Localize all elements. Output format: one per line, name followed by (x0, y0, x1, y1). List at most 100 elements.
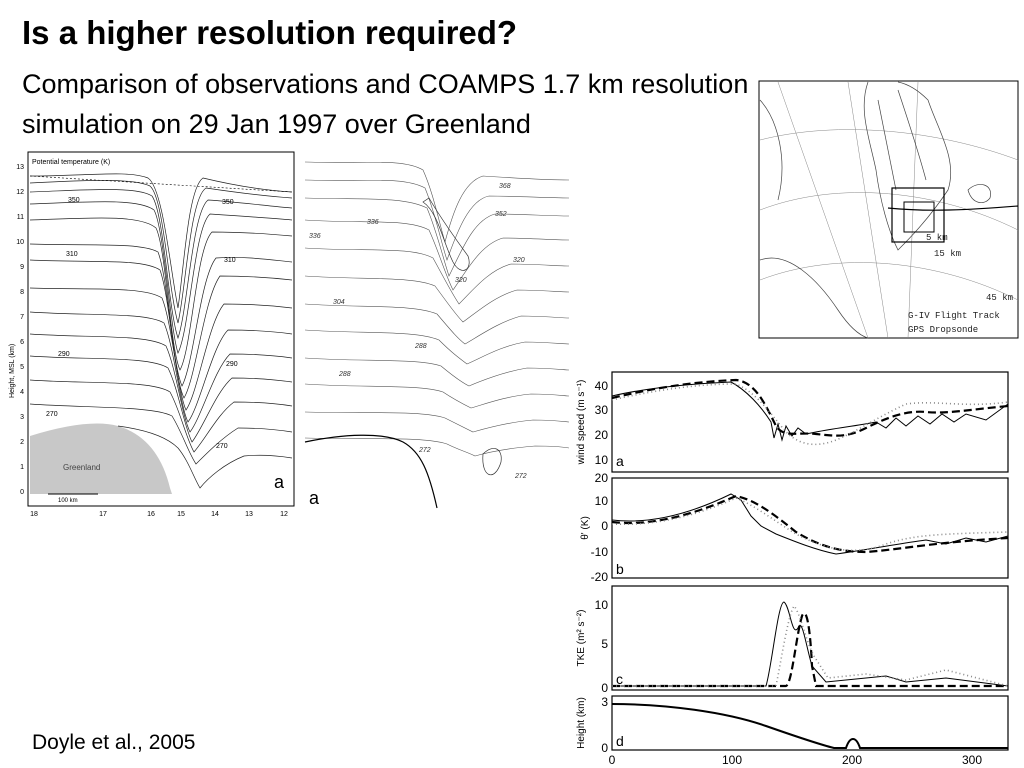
panel-a-ytick: 20 (595, 428, 609, 442)
panel-frame-c (611, 585, 1009, 691)
greenland-terrain (30, 423, 172, 494)
panel-b-ytick: 20 (595, 471, 609, 485)
panel-b-ytick: 10 (595, 494, 609, 508)
panel-a-ytick: 30 (595, 403, 609, 417)
panel-label: a (274, 472, 285, 492)
cs-left-contour-label: 290 (226, 361, 238, 368)
terrain-label: Greenland (63, 463, 100, 472)
domain-box-inner (903, 201, 935, 233)
panel-d-height-series (611, 703, 1008, 749)
cs-left-xtick: 14 (211, 511, 219, 518)
cs-left-contour-label: 310 (66, 251, 78, 258)
cs-left-xtick: 16 (147, 511, 155, 518)
cs-left-xtick: 13 (245, 511, 253, 518)
scalebar-label: 100 km (58, 498, 78, 504)
cs-left-ytick: 6 (20, 339, 24, 346)
slide-title: Is a higher resolution required? (22, 14, 518, 51)
cross-section-left-figure: Potential temperature (K) Height, MSL (k… (8, 148, 296, 520)
panel-b-obs-series (611, 493, 1009, 555)
map-legend-dropsonde: GPS Dropsonde (908, 325, 978, 335)
map-graticule (759, 81, 1019, 339)
panel-d-ytick: 3 (601, 695, 608, 709)
cs-right-contour-label: 320 (513, 257, 525, 264)
panel-a-ytick: 10 (595, 453, 609, 467)
cs-right-contour-label: 368 (499, 183, 511, 190)
cs-left-ytick: 10 (16, 239, 24, 246)
panel-c-ytick: 10 (595, 598, 609, 612)
panel-d-ytick: 0 (601, 741, 608, 755)
cs-left-ytick: 4 (20, 389, 24, 396)
cs-right-contour-label: 272 (418, 447, 431, 454)
map-coastlines (759, 81, 991, 339)
panel-c-obs-series (612, 601, 1009, 687)
cs-right-terrain (304, 434, 438, 509)
timeseries-xtick: 300 (962, 753, 982, 766)
cs-left-contour-label: 270 (216, 443, 228, 450)
map-label: 5 km (926, 233, 948, 243)
cs-left-legend-title: Potential temperature (K) (32, 159, 110, 166)
timeseries-xtick: 100 (722, 753, 742, 766)
panel-d-ylabel: Height (km) (576, 697, 587, 749)
cs-left-xtick: 15 (177, 511, 185, 518)
cs-right-contour-label: 272 (514, 473, 527, 480)
panel-b-ytick: 0 (601, 519, 608, 533)
cs-right-hatched-region (482, 448, 502, 475)
cs-right-contour-label: 336 (367, 219, 379, 226)
panel-c-model-series (612, 612, 1008, 688)
domain-box-5km (891, 187, 945, 243)
panel-frame-b (611, 477, 1009, 579)
panel-label: a (309, 488, 320, 508)
panel-a-alt-series (611, 383, 1009, 446)
cs-right-contour-label: 336 (309, 233, 321, 240)
panel-a-ytick: 40 (595, 379, 609, 393)
cs-left-ytick: 1 (20, 464, 24, 471)
greenland-map-figure: 5 km 15 km 45 km G-IV Flight Track GPS D… (758, 80, 1019, 339)
panel-c-ytick: 5 (601, 637, 608, 651)
cs-left-xtick: 12 (280, 511, 288, 518)
cs-right-contour-label: 288 (338, 371, 351, 378)
cs-left-ytick: 3 (20, 414, 24, 421)
cs-left-contour-label: 350 (222, 199, 234, 206)
panel-b-model-series (611, 494, 1009, 554)
cs-right-contour-label: 288 (414, 343, 427, 350)
cross-section-right-figure: 368 352 336 336 320 320 304 288 288 272 … (303, 152, 571, 510)
timeseries-figure: wind speed (m s⁻¹) θ' (K) TKE (m² s⁻²) H… (576, 371, 1009, 766)
cs-left-contour-label: 350 (68, 197, 80, 204)
map-label: 15 km (934, 249, 961, 259)
cs-left-ytick: 8 (20, 289, 24, 296)
panel-b-ytick: -20 (591, 570, 609, 584)
cs-left-ytick: 13 (16, 164, 24, 171)
panel-a-letter: a (616, 453, 624, 469)
panel-a-ylabel: wind speed (m s⁻¹) (576, 380, 587, 466)
panel-a-model-series (611, 378, 1009, 437)
panel-c-alt-series (612, 604, 1009, 687)
cs-right-hatched-region (422, 197, 470, 271)
cs-left-contour-label: 270 (46, 411, 58, 418)
cs-left-ytick: 12 (16, 189, 24, 196)
map-label: 45 km (986, 293, 1013, 303)
cs-left-ytick: 0 (20, 489, 24, 496)
slide-subtitle: Comparison of observations and COAMPS 1.… (22, 69, 749, 139)
panel-b-ylabel: θ' (K) (580, 516, 591, 540)
cs-left-xtick: 18 (30, 511, 38, 518)
cs-right-contour-label: 352 (495, 211, 507, 218)
panel-a-obs-series (611, 381, 1009, 442)
cs-left-ytick: 5 (20, 364, 24, 371)
timeseries-xtick: 200 (842, 753, 862, 766)
panel-frame-a (611, 371, 1009, 473)
cs-left-ytick: 2 (20, 439, 24, 446)
panel-c-ytick: 0 (601, 681, 608, 695)
panel-frame-d (611, 695, 1009, 751)
panel-c-ylabel: TKE (m² s⁻²) (576, 610, 587, 667)
cs-left-xtick: 17 (99, 511, 107, 518)
cs-left-contour-label: 310 (224, 257, 236, 264)
citation: Doyle et al., 2005 (32, 731, 196, 754)
timeseries-xtick: 0 (609, 753, 616, 766)
panel-b-letter: b (616, 561, 624, 577)
panel-d-letter: d (616, 733, 624, 749)
cs-right-contour-label: 304 (333, 299, 345, 306)
cs-left-ytick: 7 (20, 314, 24, 321)
panel-b-ytick: -10 (591, 545, 609, 559)
cs-right-contour-label: 320 (455, 277, 467, 284)
cs-left-ytick: 9 (20, 264, 24, 271)
